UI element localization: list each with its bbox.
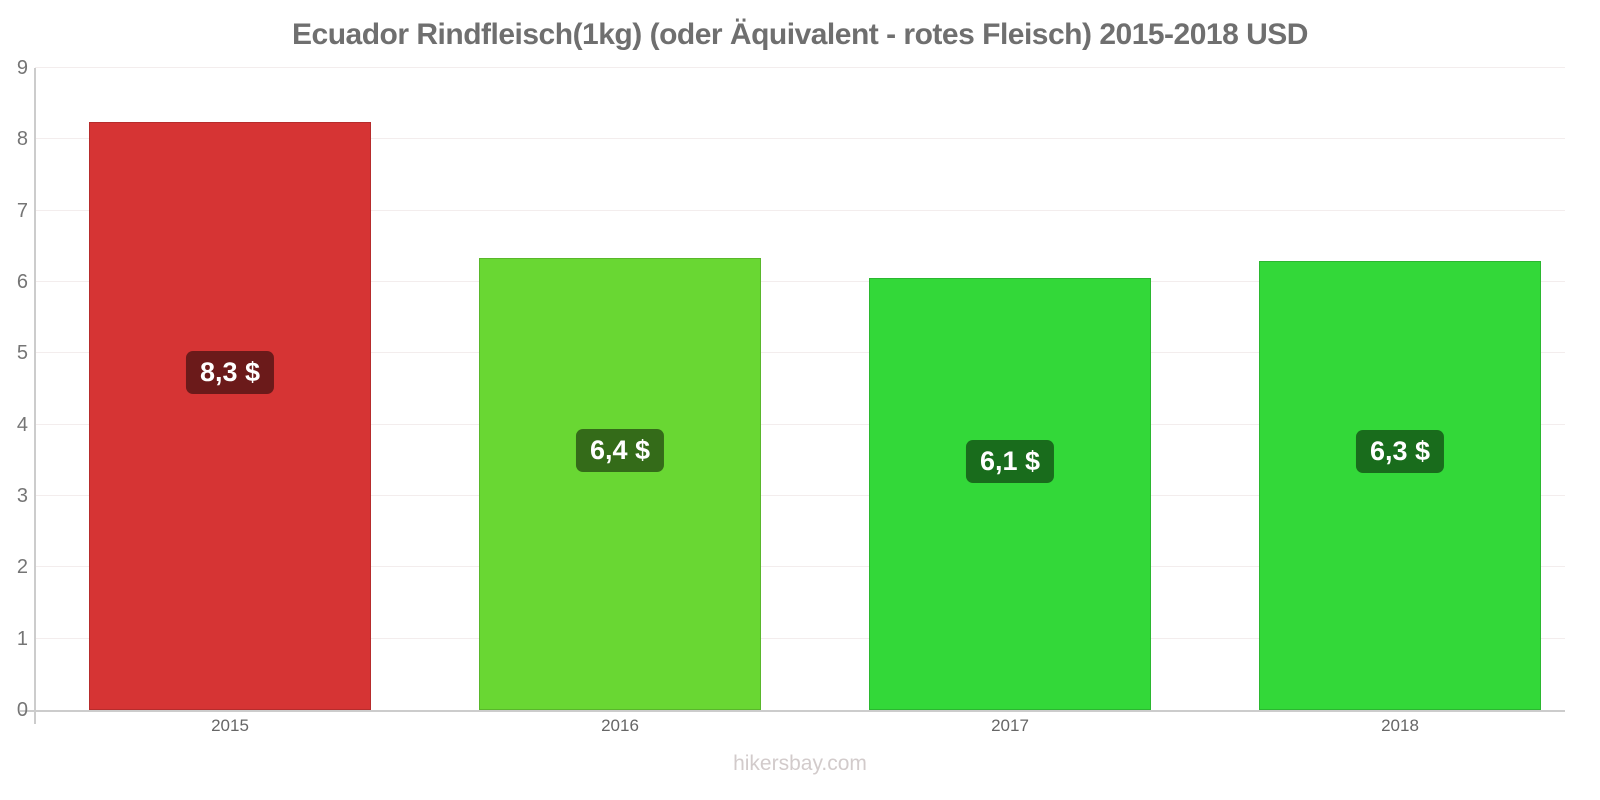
y-axis-line bbox=[34, 68, 36, 724]
x-axis-line bbox=[35, 710, 1565, 712]
x-tick-label-2015: 2015 bbox=[211, 716, 249, 735]
chart-title: Ecuador Rindfleisch(1kg) (oder Äquivalen… bbox=[292, 18, 1308, 51]
y-tick-label-5: 5 bbox=[16, 342, 28, 365]
bar-2018[interactable]: 6,3 $ bbox=[1259, 261, 1541, 710]
gridline-y-7 bbox=[35, 209, 1565, 211]
y-tick-label-0: 0 bbox=[16, 699, 28, 721]
gridline-y-1 bbox=[35, 637, 1565, 639]
bar-value-badge-2018: 6,3 $ bbox=[1355, 430, 1445, 474]
bar-2016[interactable]: 6,4 $ bbox=[479, 258, 761, 710]
bar-value-badge-2017: 6,1 $ bbox=[965, 440, 1055, 483]
gridline-y-4 bbox=[35, 423, 1565, 425]
y-tick-label-4: 4 bbox=[16, 413, 28, 436]
plot-area: 8,3 $ 6,4 $ 6,1 $ 6,3 $ bbox=[35, 67, 1565, 710]
gridline-y-8 bbox=[35, 138, 1565, 140]
y-tick-label-8: 8 bbox=[16, 128, 28, 151]
bar-2015[interactable]: 8,3 $ bbox=[89, 121, 371, 710]
gridline-y-3 bbox=[35, 495, 1565, 496]
x-tick-label-2017: 2017 bbox=[991, 716, 1029, 735]
y-tick-label-2: 2 bbox=[16, 556, 28, 579]
x-tick-label-2018: 2018 bbox=[1381, 716, 1419, 735]
y-tick-label-3: 3 bbox=[16, 485, 28, 507]
y-tick-label-1: 1 bbox=[16, 627, 28, 650]
bar-2017[interactable]: 6,1 $ bbox=[869, 278, 1151, 710]
gridline-y-6 bbox=[35, 281, 1565, 282]
y-tick-label-9: 9 bbox=[16, 57, 28, 79]
gridline-y-2 bbox=[35, 566, 1565, 568]
gridline-y-9 bbox=[35, 67, 1565, 68]
y-tick-label-6: 6 bbox=[16, 271, 28, 293]
y-axis-zero-tick bbox=[20, 710, 35, 712]
bar-value-badge-2016: 6,4 $ bbox=[575, 428, 665, 472]
x-tick-label-2016: 2016 bbox=[601, 716, 639, 735]
footer-watermark-link[interactable]: hikersbay.com bbox=[733, 752, 867, 775]
y-tick-label-7: 7 bbox=[16, 199, 28, 222]
gridline-y-5 bbox=[35, 352, 1565, 354]
bar-value-badge-2015: 8,3 $ bbox=[185, 350, 275, 394]
